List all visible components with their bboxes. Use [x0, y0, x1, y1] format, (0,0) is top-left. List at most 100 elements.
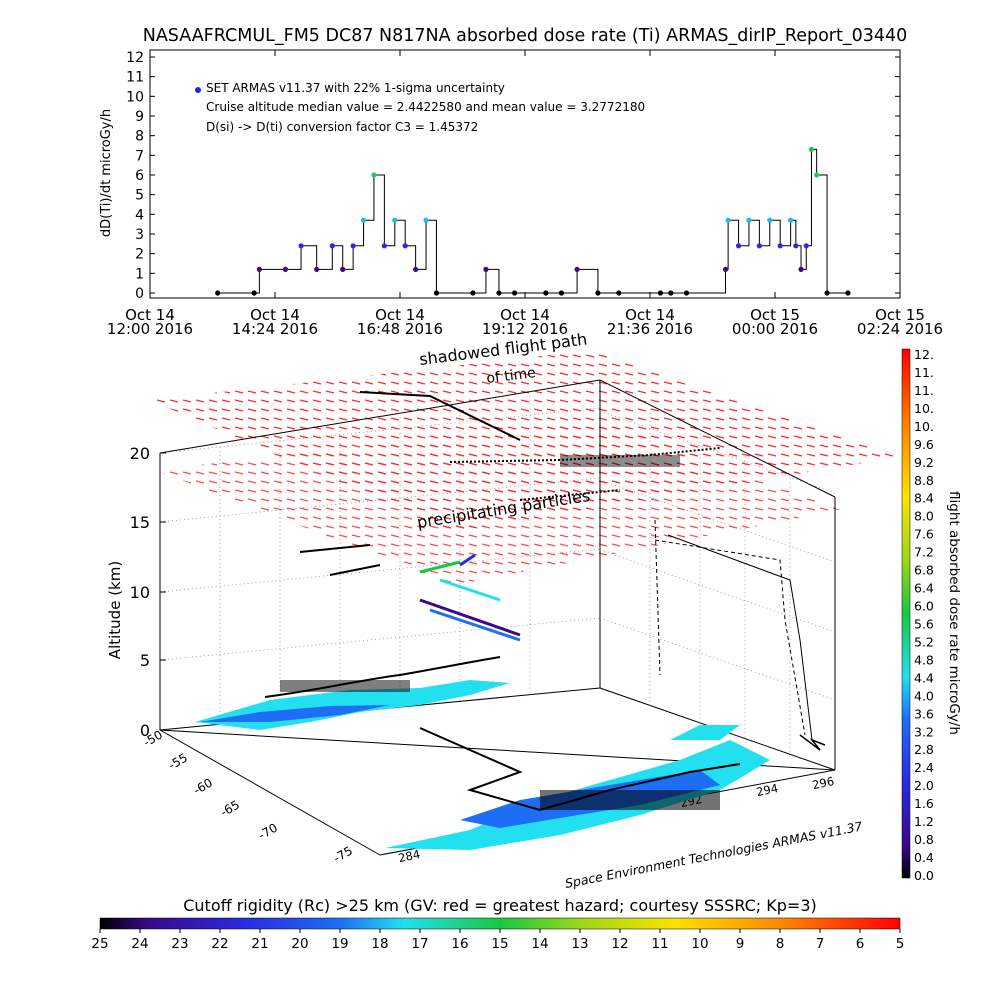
cutoff-map [195, 680, 770, 850]
dose-rate-point [251, 290, 257, 296]
right-top-edge [599, 379, 836, 498]
dose-rate-point [788, 217, 794, 223]
dose-rate-colorbar-tick: 0.8 [914, 832, 934, 847]
cutoff-rigidity-tick-label: 8 [776, 936, 785, 952]
dose-rate-colorbar-tick: 5.2 [914, 634, 934, 649]
top-xtick-date: Oct 14 [125, 306, 175, 324]
dose-rate-point [470, 290, 476, 296]
track-mid-2 [329, 564, 381, 576]
dose-rate-point [722, 266, 729, 272]
top-ytick-label: 3 [135, 227, 144, 243]
dose-rate-point [215, 290, 221, 296]
dose-rate-point [360, 217, 367, 223]
dose-rate-point [298, 243, 304, 249]
lat-tick-label: -75 [331, 844, 355, 866]
top-xtick-date: Oct 15 [750, 306, 800, 324]
dose-rate-point [350, 243, 356, 249]
flight-profile-projection [654, 519, 826, 751]
top-ytick-label: 2 [135, 247, 144, 263]
grid-line-r [599, 410, 836, 494]
dose-rate-colorbar-tick: 12. [914, 347, 934, 362]
top-xtick-date: Oct 14 [500, 306, 550, 324]
profile-end [799, 734, 826, 751]
cutoff-rigidity-tick-label: 24 [131, 936, 148, 952]
grid-line-h [159, 548, 601, 593]
cutoff-rigidity-label: Cutoff rigidity (Rc) >25 km (GV: red = g… [183, 896, 817, 915]
zaxis-ticks: 0 5 10 15 20 [130, 444, 166, 740]
dose-rate-point [735, 243, 742, 249]
top-xtick-date: Oct 15 [875, 306, 925, 324]
lat-tick-label: -55 [166, 751, 190, 773]
floor-front-left-edge [159, 729, 381, 856]
dose-rate-point [824, 290, 830, 296]
dose-rate-point [256, 266, 262, 272]
dose-rate-point [483, 266, 489, 272]
dose-segment-3 [439, 578, 501, 602]
dose-rate-point [574, 266, 580, 272]
dose-rate-colorbar: 12. 11. 11. 10. 10. 9.6 9.2 8.8 8.4 8.0 7.6 7.2 6.8 6… [901, 347, 962, 883]
dose-rate-colorbar-scale [901, 348, 911, 879]
top-ytick-label: 11 [126, 70, 144, 86]
credit-text: Space Environment Technologies ARMAS v11… [564, 818, 864, 890]
dose-rate-point [381, 243, 387, 249]
top-ytick-label: 1 [135, 266, 144, 282]
dose-rate-point [402, 243, 408, 249]
dose-rate-colorbar-tick: 10. [914, 401, 934, 416]
cutoff-rigidity-tick-label: 23 [171, 936, 188, 952]
cutoff-rigidity-tick-label: 14 [531, 936, 548, 952]
grid-line-h [159, 617, 601, 661]
track-top [359, 391, 521, 441]
dose-rate-point [496, 290, 502, 296]
dose-rate-point [329, 243, 335, 249]
dose-rate-colorbar-ticks: 12. 11. 11. 10. 10. 9.6 9.2 8.8 8.4 8.0 7.6 7.2 6.8 6… [914, 347, 934, 883]
track-mid [299, 544, 371, 553]
dose-rate-point [668, 290, 674, 296]
figure-title: NASAAFRCMUL_FM5 DC87 N817NA absorbed dos… [143, 26, 908, 46]
top-ytick-label: 0 [135, 286, 144, 302]
dose-rate-point [777, 243, 783, 249]
dose-rate-colorbar-tick: 8.4 [914, 491, 934, 506]
lat-tick-label: -60 [191, 776, 215, 798]
dose-rate-colorbar-tick: 3.2 [914, 724, 934, 739]
dose-rate-point [808, 146, 815, 153]
cutoff-rigidity-tick-label: 17 [411, 936, 428, 952]
scatter-cluster-top [560, 455, 680, 467]
dose-rate-colorbar-tick: 4.0 [914, 688, 934, 703]
scatter-cluster-south [540, 790, 720, 810]
top-ytick-label: 8 [135, 129, 144, 145]
map-region-east [670, 725, 740, 740]
dose-rate-point [282, 266, 289, 272]
cutoff-rigidity-tick-label: 20 [291, 936, 308, 952]
dose-rate-point [793, 243, 799, 249]
dose-segment-2 [429, 608, 521, 642]
dose-rate-colorbar-tick: 8.0 [914, 509, 934, 524]
dose-rate-point [392, 217, 398, 223]
dose-rate-tracks [419, 553, 521, 642]
dose-rate-colorbar-label: flight absorbed dose rate microGy/h [946, 491, 962, 735]
profile-solid [667, 534, 813, 741]
annotation-of-time: of time [486, 365, 537, 387]
top-xtick-time: 14:24 2016 [232, 320, 318, 338]
zaxis-label: Altitude (km) [106, 561, 124, 659]
dose-segment-1 [419, 598, 521, 637]
grid-line-r [599, 617, 836, 701]
cutoff-rigidity-tick-label: 9 [736, 936, 745, 952]
dose-rate-colorbar-tick: 4.8 [914, 652, 934, 667]
cutoff-rigidity-tick-label: 18 [371, 936, 388, 952]
cutoff-rigidity-scale [99, 917, 901, 930]
scatter-cluster-west [280, 680, 410, 692]
dose-rate-colorbar-tick: 4.4 [914, 670, 934, 685]
dose-rate-point [616, 290, 622, 296]
legend-median: Cruise altitude median value = 2.4422580… [206, 100, 645, 114]
top-ytick-label: 9 [135, 109, 144, 125]
top-ytick-label: 7 [135, 148, 144, 164]
top-xtick-time: 16:48 2016 [357, 320, 443, 338]
top-xtick-date: Oct 14 [625, 306, 675, 324]
flight-path-scatter [280, 455, 720, 810]
dose-rate-colorbar-tick: 0.0 [914, 868, 934, 883]
top-chart-series [215, 146, 851, 296]
cutoff-rigidity-tick-label: 10 [691, 936, 708, 952]
lat-ticks: -50-55-60-65-70-75 [141, 728, 355, 866]
